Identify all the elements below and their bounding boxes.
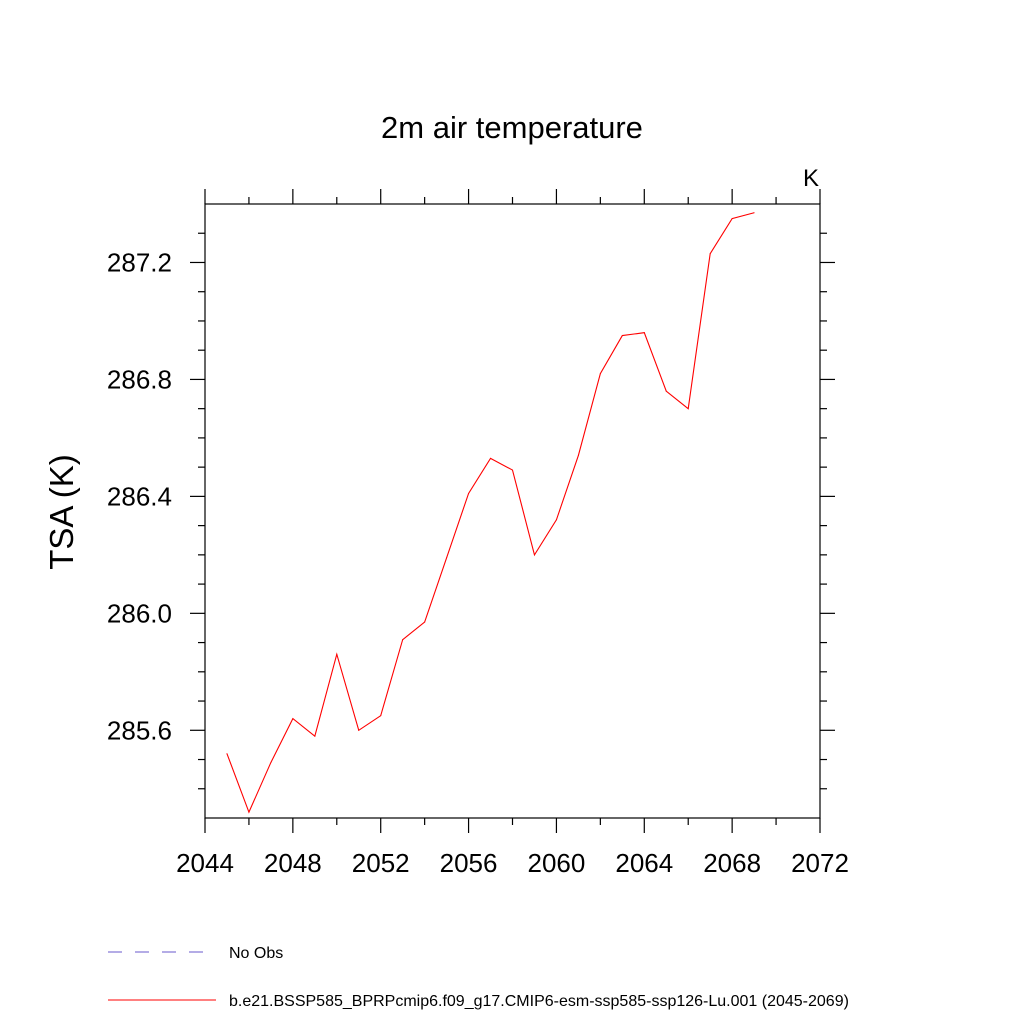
series-point (358, 729, 360, 731)
series-point (380, 715, 382, 717)
series-point (621, 335, 623, 337)
series-point (753, 212, 755, 214)
y-axis-ticks: 285.6 286.0 286.4 286.8 287.2 (107, 232, 835, 790)
y-tick-label: 286.8 (107, 364, 172, 394)
series-point (555, 519, 557, 521)
series-point (709, 253, 711, 255)
series-point (336, 653, 338, 655)
series-point (446, 557, 448, 559)
series-point (292, 718, 294, 720)
series-point (577, 454, 579, 456)
series-point (226, 753, 228, 755)
y-axis-title: TSA (K) (43, 454, 80, 570)
legend-label-model: b.e21.BSSP585_BPRPcmip6.f09_g17.CMIP6-es… (229, 993, 849, 1010)
series-point (468, 492, 470, 494)
y-tick-label: 287.2 (107, 247, 172, 277)
x-tick-label: 2056 (440, 848, 498, 878)
series-line (226, 212, 755, 814)
series-layer (226, 212, 755, 814)
x-tick-label: 2052 (352, 848, 410, 878)
series-point (270, 761, 272, 763)
y-tick-label: 286.0 (107, 598, 172, 628)
series-point (248, 811, 250, 813)
y-tick-label: 285.6 (107, 715, 172, 745)
series-point (314, 735, 316, 737)
y-tick-label: 286.4 (107, 481, 172, 511)
series-point (533, 554, 535, 556)
series-point (731, 218, 733, 220)
series-point (687, 408, 689, 410)
legend: No Obs b.e21.BSSP585_BPRPcmip6.f09_g17.C… (108, 945, 849, 1010)
x-tick-label: 2064 (615, 848, 673, 878)
x-tick-label: 2060 (528, 848, 586, 878)
x-tick-label: 2044 (176, 848, 234, 878)
x-tick-label: 2068 (703, 848, 761, 878)
chart-title: 2m air temperature (381, 110, 643, 145)
series-point (665, 390, 667, 392)
x-tick-label: 2072 (791, 848, 849, 878)
x-tick-label: 2048 (264, 848, 322, 878)
series-point (643, 332, 645, 334)
series-point (512, 469, 513, 471)
x-axis-ticks: 2044 2048 2052 2056 2060 2064 2068 2072 (176, 189, 849, 878)
series-point (424, 621, 426, 623)
series-point (599, 373, 601, 375)
units-label: K (803, 165, 819, 192)
plot-frame (204, 203, 821, 819)
legend-label-no-obs: No Obs (229, 945, 283, 962)
series-point (490, 457, 492, 459)
series-point (402, 639, 404, 641)
